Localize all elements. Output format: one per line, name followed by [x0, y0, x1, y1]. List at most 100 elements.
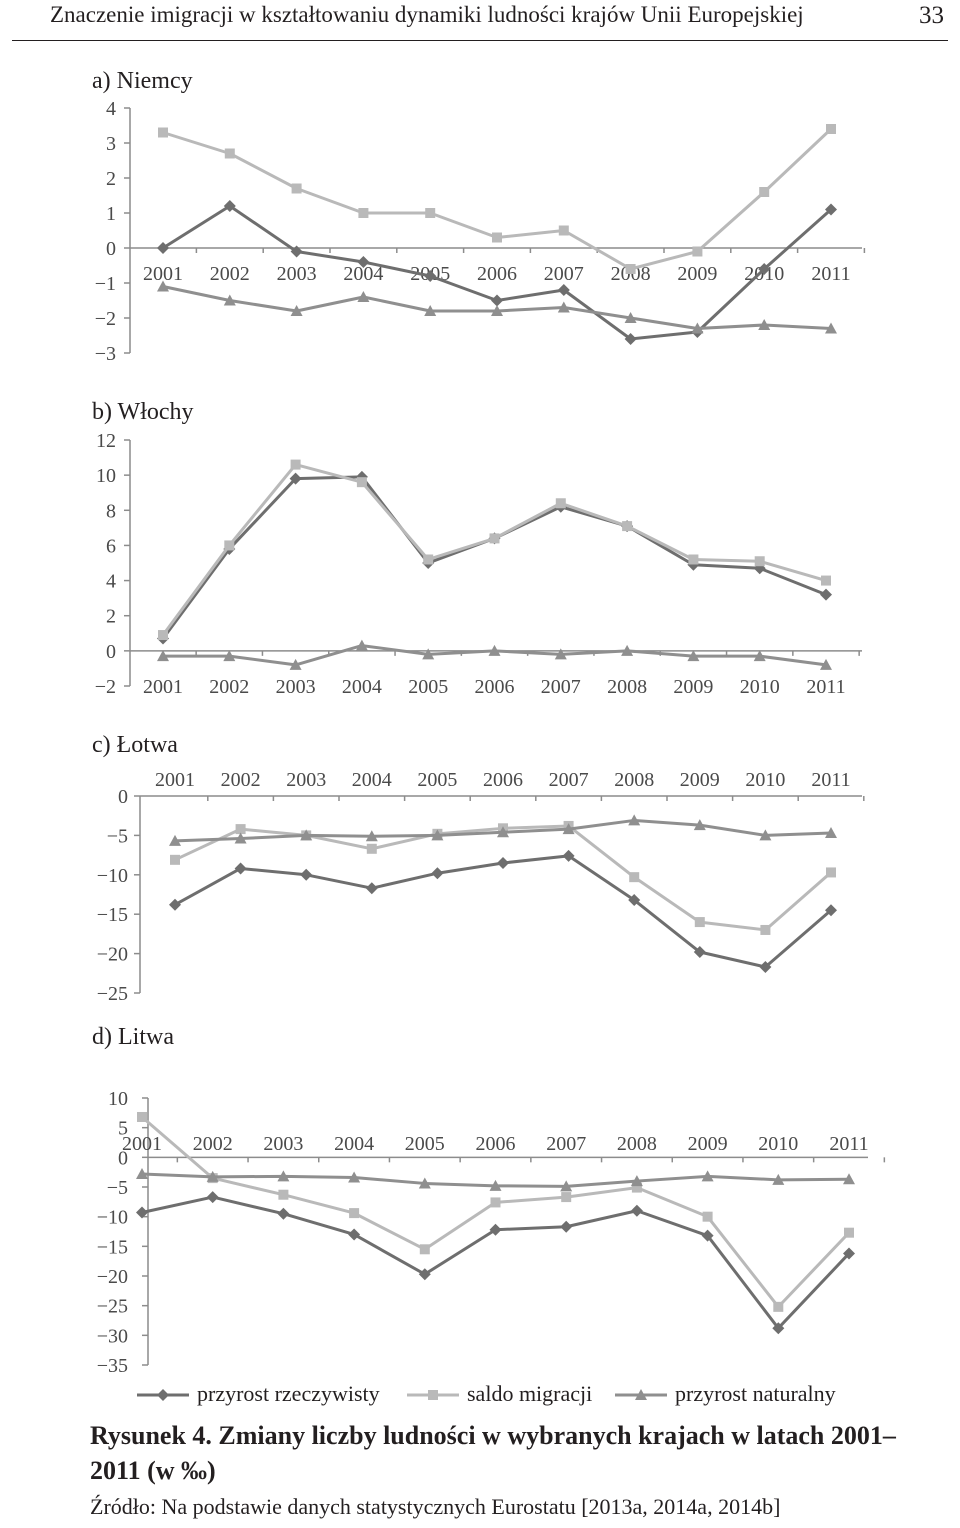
data-point-saldo-migracji [688, 554, 699, 565]
x-tick-label: 2010 [740, 676, 780, 698]
data-point-przyrost-rzeczywisty [497, 856, 509, 869]
data-point-przyrost-naturalny [422, 648, 435, 660]
y-tick-label: −15 [97, 1236, 128, 1258]
data-point-przyrost-rzeczywisty [693, 946, 706, 959]
chart-panel-4: d) Litwa 10 5 0 −5 −10 −15 −20 −25 −30 −35 2001 2002… [92, 1024, 886, 1377]
data-point-przyrost-naturalny [562, 823, 575, 835]
x-tick-label: 2003 [276, 676, 316, 698]
series-line-przyrost-rzeczywisty [174, 854, 832, 969]
data-point-przyrost-naturalny [820, 658, 832, 670]
data-point-przyrost-rzeczywisty [560, 1220, 573, 1233]
data-point-przyrost-naturalny [497, 826, 509, 838]
chart-title: a) Niemcy [92, 68, 193, 94]
data-point-przyrost-naturalny [348, 1171, 361, 1183]
data-point-saldo-migracji [561, 1192, 572, 1203]
data-point-przyrost-naturalny [554, 648, 567, 660]
y-tick-label: −15 [97, 904, 128, 926]
data-point-saldo-migracji [702, 1211, 713, 1222]
x-tick-label: 2009 [677, 263, 717, 285]
y-tick-label: −10 [97, 865, 128, 887]
y-tick-label: −3 [95, 343, 116, 365]
data-point-saldo-migracji [356, 477, 367, 488]
data-point-przyrost-naturalny [687, 650, 700, 662]
series-line-saldo-migracji [161, 463, 827, 636]
data-point-saldo-migracji [366, 843, 377, 854]
data-point-przyrost-rzeczywisty [206, 1191, 219, 1204]
x-tick-label: 2011 [806, 676, 845, 698]
x-tick-label: 2008 [617, 1133, 657, 1155]
data-point-saldo-migracji [137, 1111, 147, 1122]
y-tick-label: 6 [106, 535, 116, 557]
data-point-przyrost-rzeczywisty [825, 904, 837, 917]
legend-marker-square [407, 1390, 459, 1400]
y-tick-label: −30 [97, 1325, 128, 1347]
y-tick-label: 0 [118, 786, 128, 808]
x-tick-label: 2008 [607, 676, 647, 698]
data-point-saldo-migracji [826, 867, 836, 878]
data-point-saldo-migracji [759, 187, 770, 197]
x-tick-label: 2001 [155, 769, 195, 791]
page-number: 33 [919, 2, 944, 29]
x-tick-label: 2007 [546, 1133, 586, 1155]
data-point-przyrost-naturalny [365, 830, 378, 842]
data-point-przyrost-naturalny [206, 1170, 219, 1182]
data-point-przyrost-naturalny [624, 312, 637, 323]
x-tick-label: 2010 [758, 1133, 798, 1155]
x-tick-label: 2009 [680, 769, 720, 791]
y-tick-label: −1 [95, 273, 116, 295]
data-point-przyrost-naturalny [157, 650, 169, 662]
data-point-saldo-migracji [625, 264, 636, 274]
data-point-przyrost-naturalny [772, 1173, 785, 1185]
legend-label-przyrost-naturalny: przyrost naturalny [675, 1381, 836, 1406]
data-point-saldo-migracji [555, 498, 566, 509]
chart-title: c) Łotwa [92, 732, 178, 758]
data-point-przyrost-naturalny [157, 280, 169, 292]
y-tick-label: 5 [118, 1118, 128, 1140]
legend-marker-diamond [137, 1389, 189, 1401]
y-tick-label: 8 [106, 500, 116, 522]
data-point-saldo-migracji [349, 1208, 360, 1219]
x-tick-label: 2004 [352, 769, 392, 791]
data-point-saldo-migracji [629, 872, 640, 883]
data-point-przyrost-naturalny [355, 639, 368, 651]
data-point-saldo-migracji [754, 556, 765, 567]
data-point-przyrost-naturalny [758, 319, 771, 330]
data-point-przyrost-naturalny [621, 644, 634, 656]
y-tick-label: 12 [96, 430, 116, 452]
data-point-przyrost-naturalny [277, 1170, 290, 1182]
data-point-przyrost-naturalny [300, 829, 313, 841]
data-point-saldo-migracji [158, 630, 168, 641]
legend: przyrost rzeczywisty saldo migracji przy… [135, 1380, 875, 1410]
data-point-saldo-migracji [826, 124, 836, 134]
y-tick-label: 1 [106, 203, 116, 225]
x-tick-label: 2003 [277, 263, 317, 285]
data-point-saldo-migracji [844, 1227, 854, 1238]
data-point-saldo-migracji [224, 148, 235, 159]
y-tick-label: −20 [97, 944, 128, 966]
chart-title: d) Litwa [92, 1024, 174, 1050]
data-point-przyrost-rzeczywisty [289, 472, 302, 485]
x-tick-label: 2011 [811, 263, 850, 285]
data-point-przyrost-naturalny [691, 322, 704, 334]
x-tick-label: 2006 [477, 263, 517, 285]
x-tick-label: 2005 [405, 1133, 445, 1155]
y-tick-label: 4 [106, 98, 116, 120]
chart-title: b) Włochy [92, 399, 194, 425]
legend-marker-triangle [615, 1389, 667, 1400]
data-point-przyrost-naturalny [825, 827, 837, 839]
data-point-saldo-migracji [622, 521, 633, 532]
y-tick-label: 2 [106, 168, 116, 190]
data-point-przyrost-naturalny [290, 305, 303, 316]
x-tick-label: 2003 [263, 1133, 303, 1155]
data-point-przyrost-naturalny [843, 1173, 855, 1185]
x-tick-label: 2007 [541, 676, 581, 698]
data-point-saldo-migracji [235, 824, 246, 835]
data-point-saldo-migracji [631, 1182, 642, 1193]
data-point-przyrost-rzeczywisty [825, 203, 837, 216]
data-point-saldo-migracji [760, 924, 771, 935]
data-point-przyrost-rzeczywisty [758, 263, 771, 275]
y-tick-label: −10 [97, 1207, 128, 1229]
data-point-przyrost-naturalny [169, 834, 181, 846]
data-point-przyrost-rzeczywisty [701, 1229, 714, 1242]
x-tick-label: 2005 [408, 676, 448, 698]
